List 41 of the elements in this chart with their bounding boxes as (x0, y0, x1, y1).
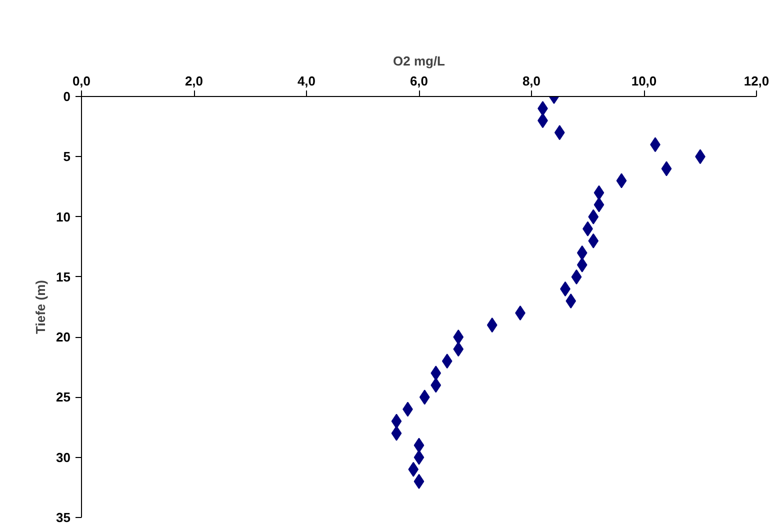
y-tick-label: 15 (56, 269, 71, 284)
y-tick-label: 25 (56, 390, 71, 405)
point (453, 330, 464, 345)
x-axis-title: O2 mg/L (392, 54, 446, 68)
point (588, 209, 599, 224)
point (594, 185, 604, 200)
x-tick-label: 4,0 (297, 74, 316, 88)
y-tick-label: 20 (56, 330, 71, 345)
point (414, 474, 424, 489)
point (576, 245, 588, 260)
point (576, 257, 588, 272)
y-tick-label: 5 (63, 149, 71, 164)
point (594, 197, 604, 212)
x-tick-label: 10,0 (631, 74, 657, 88)
point (588, 233, 599, 248)
y-tick-label: 0 (63, 89, 71, 104)
point (616, 173, 627, 188)
point (566, 293, 576, 308)
x-tick-label: 8,0 (522, 74, 541, 88)
x-tick-label: 12,0 (744, 74, 770, 88)
y-tick-label: 35 (56, 510, 71, 525)
y-axis-title: Tiefe (m) (33, 280, 48, 334)
point (571, 269, 582, 284)
point (408, 462, 419, 477)
y-tick-label: 10 (56, 209, 71, 224)
y-tick-label: 30 (56, 450, 71, 465)
point (442, 354, 452, 369)
point (419, 390, 430, 405)
point (414, 450, 424, 465)
point (430, 378, 442, 393)
point (414, 438, 424, 453)
point (661, 161, 672, 176)
point (486, 318, 498, 333)
point (391, 426, 402, 441)
x-tick-label: 6,0 (410, 74, 428, 88)
x-tick-label: 2,0 (184, 74, 204, 88)
x-tick-label: 0,0 (72, 74, 91, 88)
point (554, 125, 565, 140)
point (391, 414, 402, 429)
point (430, 366, 442, 381)
point (453, 342, 464, 357)
